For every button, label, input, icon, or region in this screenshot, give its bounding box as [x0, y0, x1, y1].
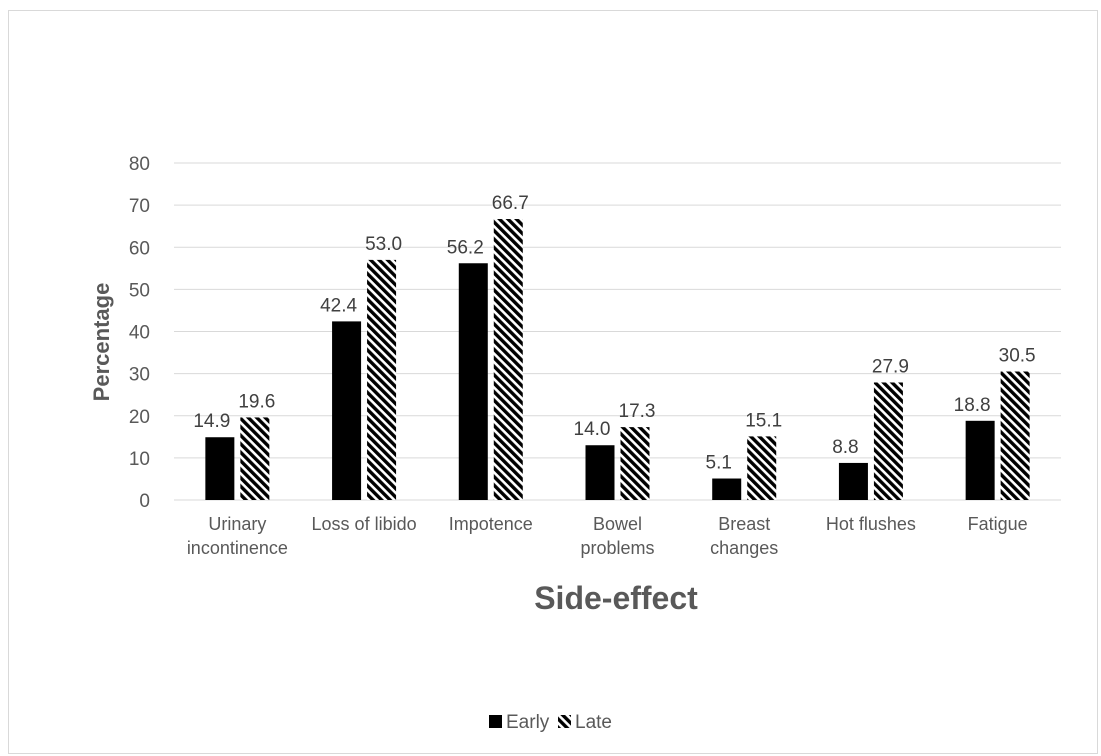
bar-early — [585, 445, 615, 500]
legend-label-late: Late — [575, 712, 612, 733]
y-tick-label: 20 — [129, 407, 150, 428]
data-label: 14.0 — [574, 419, 611, 440]
bars — [205, 219, 1030, 500]
bar-late — [747, 436, 777, 500]
data-label: 27.9 — [872, 356, 909, 377]
data-labels: 14.9 19.6 42.4 53.0 56.2 66.7 14.0 17.3 5.1 15.1 8… — [193, 193, 1035, 473]
y-tick-label: 50 — [129, 280, 150, 301]
data-label: 14.9 — [193, 411, 230, 432]
x-category-label: Breast changes — [710, 514, 778, 558]
x-category-label: Bowel problems — [580, 514, 654, 558]
data-label: 8.8 — [832, 437, 858, 458]
bar-early — [712, 478, 742, 500]
bar-late — [367, 259, 397, 500]
bar-early — [332, 321, 362, 500]
legend-swatch-early — [489, 715, 502, 728]
bar-late — [873, 382, 903, 500]
bar-early — [838, 462, 868, 500]
x-axis-title: Side-effect — [534, 580, 698, 616]
bar-early — [205, 437, 235, 500]
data-label: 5.1 — [706, 453, 732, 474]
data-label: 18.8 — [954, 395, 991, 416]
y-tick-label: 40 — [129, 323, 150, 344]
x-category-label: Urinary incontinence — [187, 514, 288, 558]
data-label: 30.5 — [999, 346, 1036, 367]
data-label: 56.2 — [447, 237, 484, 258]
y-axis-ticks: 0 10 20 30 40 50 60 70 80 — [129, 154, 150, 512]
data-label: 17.3 — [619, 401, 656, 422]
legend-label-early: Early — [506, 712, 550, 733]
y-tick-label: 30 — [129, 365, 150, 386]
bar-early — [965, 420, 995, 500]
legend: Early Late — [489, 712, 612, 733]
data-label: 53.0 — [365, 234, 402, 255]
bar-chart: 0 10 20 30 40 50 60 70 80 14.9 19.6 42.4 53.0 56.2 66… — [89, 154, 1061, 733]
x-category-label: Loss of libido — [312, 514, 417, 534]
y-tick-label: 10 — [129, 449, 150, 470]
x-category-label: Impotence — [449, 514, 533, 534]
x-category-label: Fatigue — [968, 514, 1028, 534]
bar-late — [1000, 371, 1030, 500]
y-tick-label: 60 — [129, 238, 150, 259]
bar-late — [620, 427, 650, 500]
chart-frame: 0 10 20 30 40 50 60 70 80 14.9 19.6 42.4 53.0 56.2 66… — [8, 10, 1098, 754]
y-tick-label: 80 — [129, 154, 150, 175]
y-axis-title: Percentage — [89, 283, 114, 402]
data-label: 19.6 — [238, 391, 275, 412]
data-label: 15.1 — [745, 410, 782, 431]
y-tick-label: 70 — [129, 196, 150, 217]
bar-late — [240, 417, 270, 500]
gridlines — [174, 162, 1061, 501]
data-label: 42.4 — [320, 295, 357, 316]
y-tick-label: 0 — [139, 491, 150, 512]
x-category-label: Hot flushes — [826, 514, 916, 534]
bar-late — [493, 219, 523, 500]
x-axis-categories: Urinary incontinence Loss of libido Impoten… — [187, 514, 1028, 558]
bar-early — [458, 263, 488, 500]
data-label: 66.7 — [492, 193, 529, 214]
legend-swatch-late — [558, 715, 571, 728]
